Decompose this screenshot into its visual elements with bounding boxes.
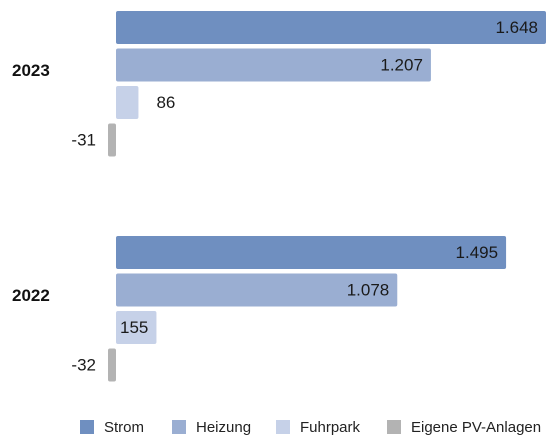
legend-swatch	[172, 420, 186, 434]
value-label-2022-heizung: 1.078	[347, 280, 390, 299]
bars-layer	[108, 11, 546, 382]
bar-2023-strom	[116, 11, 546, 44]
category-label-2022: 2022	[12, 286, 50, 305]
value-label-2023-fuhrpark: 86	[156, 93, 175, 112]
legend-item-strom[interactable]: Strom	[80, 419, 144, 436]
value-label-2023-strom: 1.648	[495, 18, 538, 37]
labels-layer: 2023 1.648 1.207 86 -31 2022 1.495 1.078 155 -32	[12, 18, 538, 375]
legend-item-fuhrpark[interactable]: Fuhrpark	[276, 419, 361, 436]
bar-2023-heizung	[116, 48, 431, 82]
bar-2022-eigene-pv-anlagen	[108, 348, 116, 382]
legend-item-eigene-pv-anlagen[interactable]: Eigene PV-Anlagen	[387, 419, 541, 436]
value-label-2022-strom: 1.495	[456, 243, 499, 262]
bar-2023-fuhrpark	[116, 86, 139, 119]
legend-label: Fuhrpark	[300, 419, 361, 436]
bar-2022-heizung	[116, 273, 398, 307]
legend: Strom Heizung Fuhrpark Eigene PV-Anlagen	[80, 419, 541, 436]
value-label-2023-eigene-pv-anlagen: -31	[71, 130, 96, 149]
legend-label: Eigene PV-Anlagen	[411, 419, 541, 436]
category-label-2023: 2023	[12, 61, 50, 80]
legend-swatch	[387, 420, 401, 434]
value-label-2022-fuhrpark: 155	[120, 318, 148, 337]
legend-label: Strom	[104, 419, 144, 436]
legend-swatch	[80, 420, 94, 434]
legend-label: Heizung	[196, 419, 251, 436]
bar-2023-eigene-pv-anlagen	[108, 123, 116, 157]
legend-swatch	[276, 420, 290, 434]
value-label-2023-heizung: 1.207	[380, 55, 423, 74]
value-label-2022-eigene-pv-anlagen: -32	[71, 355, 96, 374]
legend-item-heizung[interactable]: Heizung	[172, 419, 251, 436]
bar-2022-fuhrpark	[116, 311, 157, 344]
bar-2022-strom	[116, 236, 507, 269]
